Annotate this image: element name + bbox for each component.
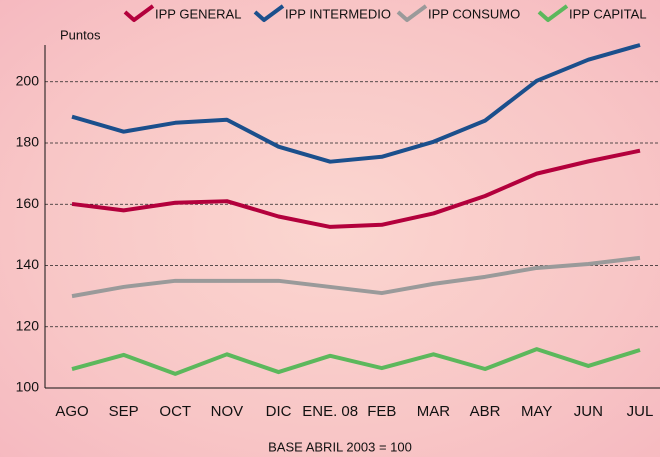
x-tick-label: OCT xyxy=(159,403,191,420)
x-tick-label: AGO xyxy=(55,403,88,420)
x-tick-label: JUN xyxy=(574,403,603,420)
series-line xyxy=(71,255,641,299)
x-tick-label: JUL xyxy=(627,403,654,420)
x-tick-label: ENE. 08 xyxy=(302,403,358,420)
legend-icon xyxy=(253,4,285,22)
legend-label: IPP GENERAL xyxy=(155,6,241,21)
y-axis-label: Puntos xyxy=(60,27,101,42)
y-tick-label: 160 xyxy=(16,195,40,211)
x-tick-label: NOV xyxy=(211,403,244,420)
y-tick-label: 140 xyxy=(16,256,40,272)
legend-label: IPP CAPITAL xyxy=(569,6,647,21)
y-tick-label: 120 xyxy=(16,317,40,333)
x-tick-label: ABR xyxy=(470,403,501,420)
x-tick-label: SEP xyxy=(109,403,139,420)
legend-icon xyxy=(537,4,569,22)
series-line xyxy=(71,347,641,376)
series-line xyxy=(71,148,641,229)
y-tick-label: 180 xyxy=(16,134,40,150)
y-tick-label: 200 xyxy=(16,72,40,88)
x-tick-label: MAY xyxy=(521,403,552,420)
series-line xyxy=(71,43,641,164)
y-tick-label: 100 xyxy=(16,379,40,395)
x-tick-label: DIC xyxy=(266,403,292,420)
x-tick-label: MAR xyxy=(417,403,451,420)
x-axis-label: BASE ABRIL 2003 = 100 xyxy=(268,439,412,454)
legend-icon xyxy=(396,4,428,22)
legend-icon xyxy=(123,4,155,22)
x-tick-label: FEB xyxy=(367,403,396,420)
legend-label: IPP INTERMEDIO xyxy=(285,6,391,21)
legend-label: IPP CONSUMO xyxy=(428,6,520,21)
